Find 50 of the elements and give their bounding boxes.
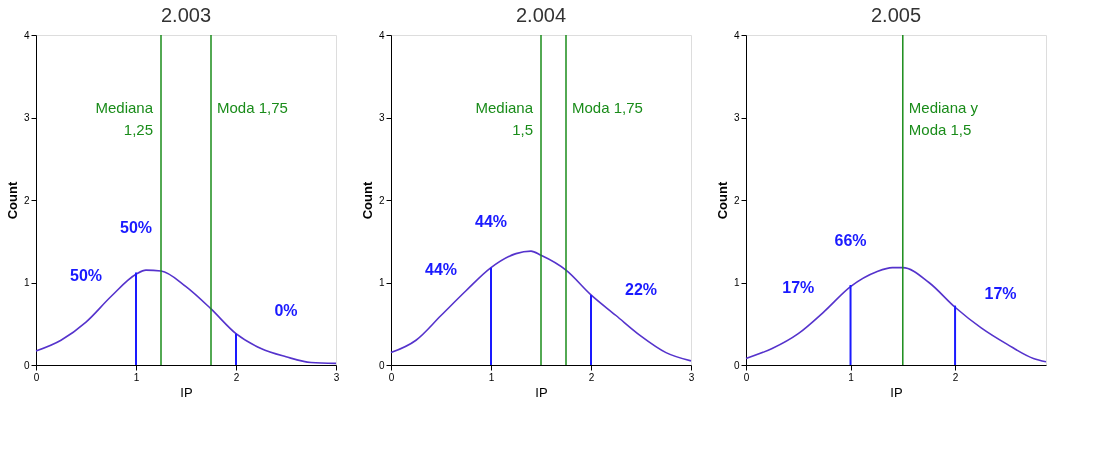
ref-line-label: Mediana y Moda 1,5 [908,99,979,138]
x-tick-label: 3 [688,371,695,383]
ref-line-label: Moda 1,75 [217,99,288,116]
annotation: 44% [424,260,458,278]
x-tick-label: 1 [488,371,495,383]
ref-line-label: Moda 1,75 [572,99,643,116]
y-tick-label: 0 [23,359,30,371]
annotation: 17% [984,285,1017,303]
y-tick-label: 4 [378,29,385,41]
x-tick-label: 2 [233,371,240,383]
y-tick-label: 3 [23,112,30,123]
x-tick-label: 3 [333,371,340,383]
x-axis-title: IP [535,384,548,400]
line-series [390,250,692,362]
ref-line-label: Mediana 1,25 [95,99,154,138]
y-tick-label: 3 [378,112,385,123]
y-tick-label: 1 [733,277,740,288]
x-tick-label: 1 [133,371,140,383]
chart-title: 2.004 [515,4,567,26]
annotation: 50% [119,219,153,237]
y-axis-title: Count [714,181,730,220]
annotation: 0% [274,301,298,319]
y-tick-label: 2 [733,194,740,206]
y-tick-label: 2 [23,194,30,206]
x-axis-title: IP [180,384,193,400]
chart-title: 2.003 [160,4,212,26]
x-tick-label: 0 [743,371,750,383]
x-tick-label: 0 [33,371,40,383]
x-tick-label: 2 [952,371,959,383]
x-tick-label: 2 [588,371,595,383]
y-axis-title: Count [359,181,375,220]
ref-line-label: Mediana 1,5 [475,99,534,138]
y-tick-label: 3 [733,112,740,123]
y-tick-label: 0 [378,359,385,371]
y-tick-label: 1 [378,277,385,288]
annotation: 22% [624,281,658,299]
y-tick-label: 4 [733,29,740,41]
x-tick-label: 0 [388,371,395,383]
y-axis-title: Count [4,181,20,220]
annotation: 44% [474,212,508,230]
annotation: 50% [69,267,103,285]
annotation: 17% [782,278,815,296]
y-tick-label: 2 [378,194,385,206]
y-tick-label: 4 [23,29,30,41]
y-tick-label: 1 [23,277,30,288]
chart-title: 2.005 [870,4,922,26]
x-axis-title: IP [890,384,903,400]
x-tick-label: 1 [848,371,855,383]
annotation: 66% [834,231,867,249]
y-tick-label: 0 [733,359,740,371]
